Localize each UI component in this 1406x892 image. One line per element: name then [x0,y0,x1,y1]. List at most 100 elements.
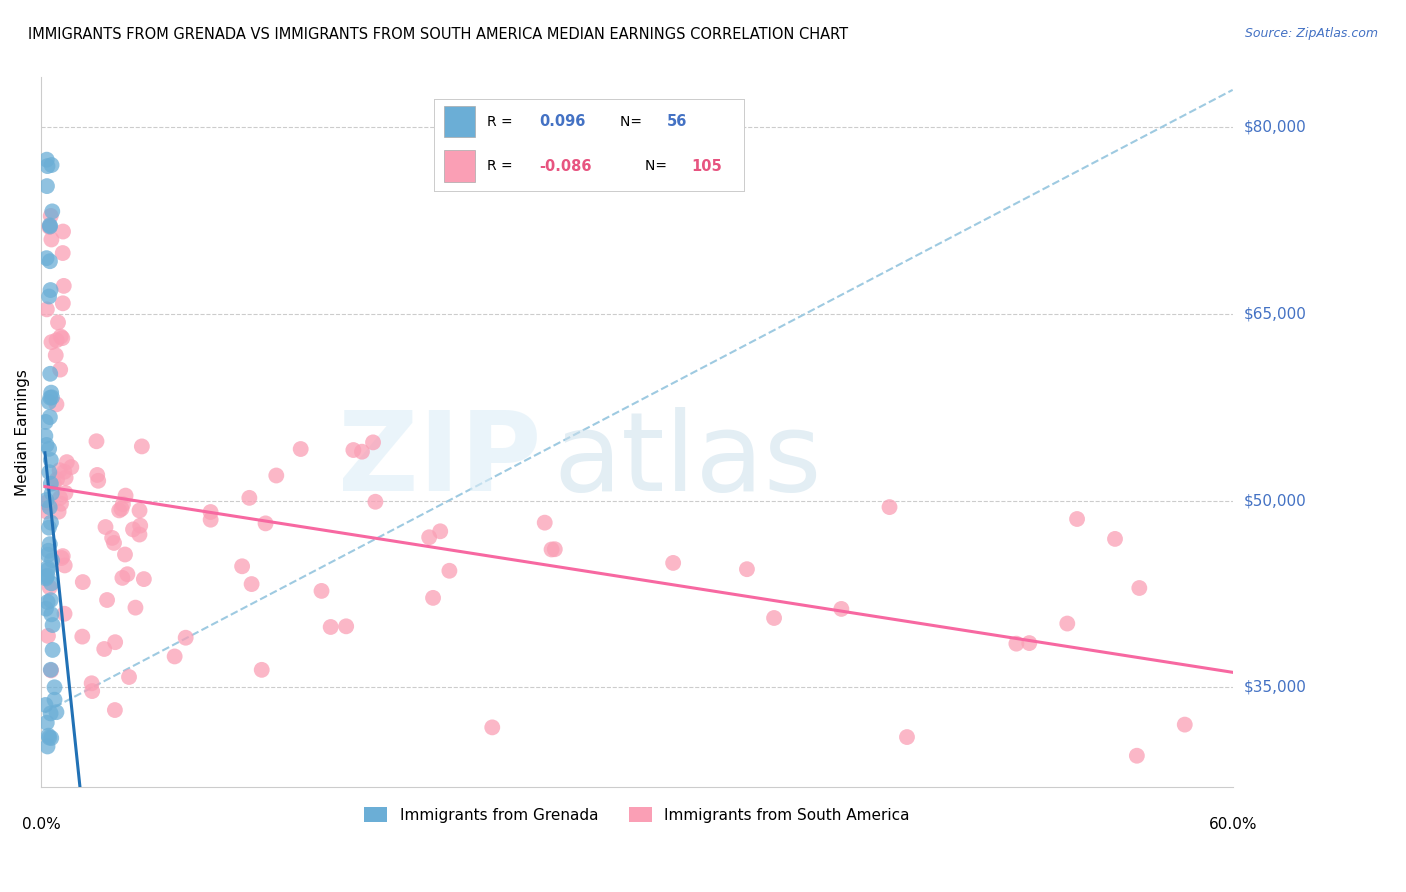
Point [82,684,104,698]
Point [41,335,63,350]
Point [39,593,62,607]
Point [39,516,62,530]
Point [103,536,125,550]
Point [34,429,56,443]
Point [481,720,503,734]
Point [830,602,852,616]
Point [361,435,384,450]
Point [53,465,76,479]
Point [39,283,62,297]
Point [72,630,94,644]
Point [311,583,333,598]
Point [38,500,60,515]
Point [35,715,58,730]
Point [49,497,72,511]
Point [1056,616,1078,631]
Point [52,549,75,563]
Point [46,315,69,329]
Point [41,486,63,500]
Point [56,455,79,469]
Point [35,493,58,508]
Point [38,442,60,456]
Point [35,438,58,452]
Point [39,219,62,234]
Point [44,692,66,706]
Point [80,676,103,690]
Point [35,251,58,265]
Point [319,620,342,634]
Point [39,391,62,405]
Point [122,523,145,537]
Point [35,153,58,167]
Point [46,472,69,486]
Point [231,559,253,574]
Point [55,486,77,500]
Point [38,219,60,233]
Point [41,618,63,632]
Y-axis label: Median Earnings: Median Earnings [15,368,30,496]
Point [41,158,63,172]
Point [35,504,58,518]
Point [44,680,66,694]
Point [111,571,134,585]
Point [418,530,440,544]
Point [45,705,67,719]
Point [240,577,263,591]
Point [52,246,75,260]
Point [41,643,63,657]
Text: atlas: atlas [554,407,823,514]
Point [39,367,62,381]
Point [429,524,451,539]
Point [200,505,222,519]
Point [41,232,63,246]
Point [35,601,58,615]
Point [124,600,146,615]
Point [38,521,60,535]
Point [52,296,75,310]
Point [53,558,76,573]
Point [174,631,197,645]
Point [763,611,786,625]
Point [41,390,63,404]
Point [38,731,60,745]
Point [45,397,67,411]
Point [110,501,132,516]
Point [37,548,59,562]
Point [39,663,62,677]
Point [129,518,152,533]
Point [364,495,387,509]
Point [335,619,357,633]
Point [87,474,110,488]
Point [104,635,127,649]
Point [38,289,60,303]
Point [39,453,62,467]
Point [101,531,124,545]
Point [34,415,56,429]
Point [117,567,139,582]
Point [735,562,758,576]
Point [38,465,60,479]
Point [51,551,73,566]
Point [128,503,150,517]
Point [39,706,62,721]
Point [72,575,94,590]
Point [39,385,62,400]
Point [48,505,70,519]
Point [662,556,685,570]
Point [37,629,59,643]
Point [38,543,60,558]
Point [37,595,59,609]
Point [42,476,65,491]
Point [1066,512,1088,526]
Point [38,537,60,551]
Point [39,209,62,223]
Point [39,254,62,268]
Point [533,516,555,530]
Point [132,572,155,586]
Point [34,698,56,712]
Point [422,591,444,605]
Point [37,568,59,582]
Point [118,670,141,684]
Point [52,279,75,293]
Point [38,410,60,425]
